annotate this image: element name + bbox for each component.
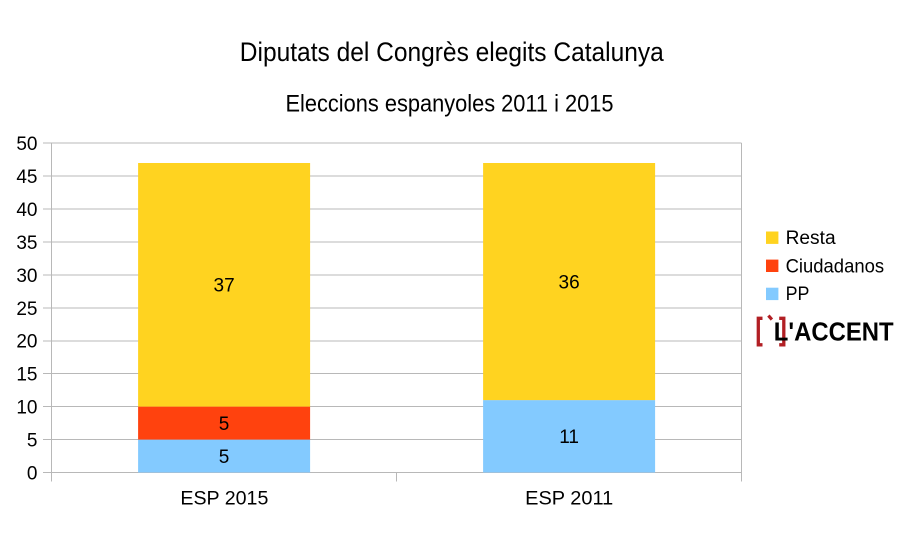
svg-text:35: 35 xyxy=(16,233,37,254)
svg-text:40: 40 xyxy=(16,200,37,221)
svg-text:PP: PP xyxy=(786,284,810,305)
svg-text:5: 5 xyxy=(219,414,230,435)
svg-text:30: 30 xyxy=(16,266,37,287)
svg-text:10: 10 xyxy=(16,398,37,419)
svg-text:ESP 2015: ESP 2015 xyxy=(180,488,268,509)
svg-text:L'ACCENT: L'ACCENT xyxy=(774,319,894,347)
svg-text:50: 50 xyxy=(16,134,37,155)
svg-text:5: 5 xyxy=(27,431,38,452)
svg-text:5: 5 xyxy=(219,447,230,468)
svg-text:11: 11 xyxy=(559,427,579,448)
svg-text:Ciudadanos: Ciudadanos xyxy=(786,256,885,277)
svg-text:25: 25 xyxy=(16,299,37,320)
svg-text:Resta: Resta xyxy=(786,228,836,249)
svg-text:20: 20 xyxy=(16,332,37,353)
svg-text:36: 36 xyxy=(559,272,580,293)
svg-text:15: 15 xyxy=(16,365,37,386)
svg-text:Eleccions espanyoles 2011 i 20: Eleccions espanyoles 2011 i 2015 xyxy=(286,92,614,118)
svg-text:Diputats del Congrès elegits C: Diputats del Congrès elegits Catalunya xyxy=(240,37,665,67)
svg-text:ESP 2011: ESP 2011 xyxy=(525,488,613,509)
svg-text:45: 45 xyxy=(16,167,37,188)
svg-text:0: 0 xyxy=(27,463,38,484)
svg-text:37: 37 xyxy=(214,276,235,297)
